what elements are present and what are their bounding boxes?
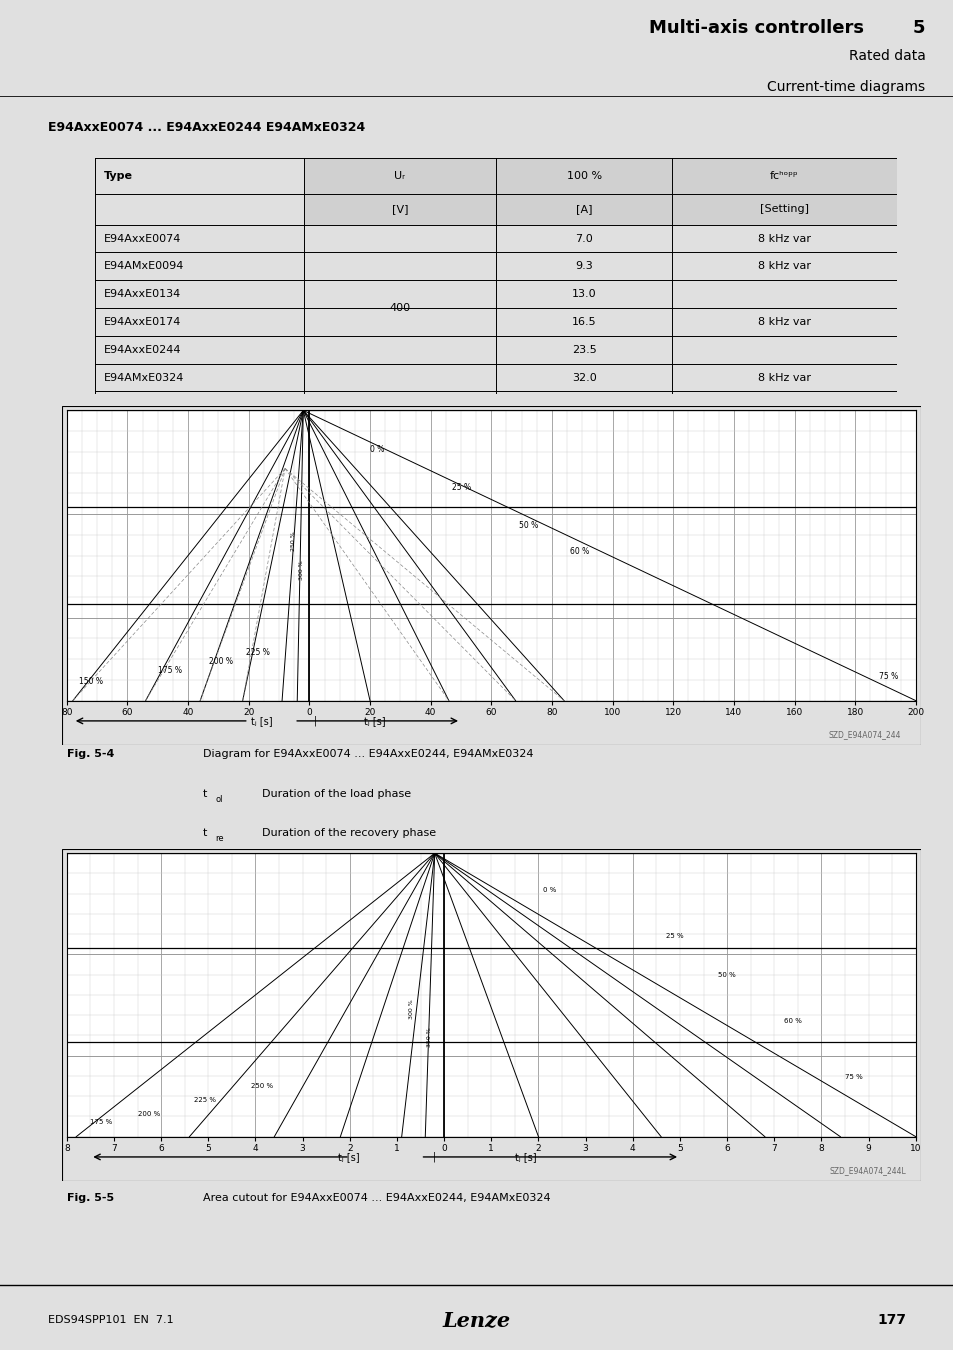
Text: 8 kHz var: 8 kHz var bbox=[758, 373, 810, 382]
Text: 300 %: 300 % bbox=[298, 560, 303, 580]
Text: E94AxxE0134: E94AxxE0134 bbox=[103, 289, 180, 300]
Text: Current-time diagrams: Current-time diagrams bbox=[766, 80, 924, 93]
Text: 13.0: 13.0 bbox=[571, 289, 596, 300]
Text: t: t bbox=[202, 788, 207, 799]
Text: 5: 5 bbox=[912, 19, 924, 38]
Text: Fig. 5-4: Fig. 5-4 bbox=[67, 749, 114, 759]
Text: 75 %: 75 % bbox=[879, 672, 898, 680]
Text: 8 kHz var: 8 kHz var bbox=[758, 317, 810, 327]
Text: EDS94SPP101  EN  7.1: EDS94SPP101 EN 7.1 bbox=[48, 1315, 173, 1326]
Text: Diagram for E94AxxE0074 ... E94AxxE0244, E94AMxE0324: Diagram for E94AxxE0074 ... E94AxxE0244,… bbox=[202, 749, 533, 759]
Text: Rated data: Rated data bbox=[847, 49, 924, 62]
Bar bbox=[303, 194, 896, 224]
Text: 350 %: 350 % bbox=[427, 1027, 432, 1048]
Text: 175 %: 175 % bbox=[91, 1119, 112, 1126]
Text: 100 %: 100 % bbox=[566, 171, 601, 181]
Text: 50 %: 50 % bbox=[518, 521, 537, 529]
Text: Duration of the load phase: Duration of the load phase bbox=[262, 788, 411, 799]
Text: 175 %: 175 % bbox=[157, 666, 182, 675]
Text: E94AMxE0094: E94AMxE0094 bbox=[103, 262, 184, 271]
Text: 60 %: 60 % bbox=[570, 547, 589, 556]
Text: 177: 177 bbox=[877, 1314, 905, 1327]
Text: E94AxxE0074 ... E94AxxE0244 E94AMxE0324: E94AxxE0074 ... E94AxxE0244 E94AMxE0324 bbox=[48, 122, 365, 134]
Text: [A]: [A] bbox=[576, 204, 592, 215]
Text: 225 %: 225 % bbox=[193, 1096, 216, 1103]
Text: 250 %: 250 % bbox=[251, 1083, 273, 1088]
Text: [Setting]: [Setting] bbox=[760, 204, 808, 215]
Text: 9.3: 9.3 bbox=[575, 262, 593, 271]
Text: 8 kHz var: 8 kHz var bbox=[758, 234, 810, 243]
Text: Fig. 5-5: Fig. 5-5 bbox=[67, 1193, 113, 1203]
Text: Uᵣ: Uᵣ bbox=[394, 171, 405, 181]
Text: Type: Type bbox=[103, 171, 132, 181]
Text: Lenze: Lenze bbox=[442, 1311, 511, 1330]
Text: 50 %: 50 % bbox=[717, 972, 735, 979]
Text: ol: ol bbox=[215, 795, 223, 803]
Text: [V]: [V] bbox=[392, 204, 408, 215]
Text: 32.0: 32.0 bbox=[571, 373, 596, 382]
Text: 16.5: 16.5 bbox=[571, 317, 596, 327]
Bar bbox=[303, 158, 896, 194]
Text: 25 %: 25 % bbox=[452, 483, 471, 491]
Text: E94AxxE0074: E94AxxE0074 bbox=[103, 234, 181, 243]
Text: |: | bbox=[433, 1152, 436, 1162]
Text: SZD_E94A074_244: SZD_E94A074_244 bbox=[827, 730, 900, 740]
Text: Multi-axis controllers: Multi-axis controllers bbox=[648, 19, 862, 38]
Text: 225 %: 225 % bbox=[246, 648, 270, 657]
Text: 300 %: 300 % bbox=[408, 999, 414, 1019]
Text: 250 %: 250 % bbox=[291, 531, 295, 551]
Text: E94AxxE0174: E94AxxE0174 bbox=[103, 317, 181, 327]
Text: E94AxxE0244: E94AxxE0244 bbox=[103, 344, 181, 355]
Text: SZD_E94A074_244L: SZD_E94A074_244L bbox=[829, 1166, 905, 1174]
Text: tⱼ [s]: tⱼ [s] bbox=[251, 716, 273, 726]
Text: 200 %: 200 % bbox=[209, 657, 233, 666]
Text: 60 %: 60 % bbox=[783, 1018, 801, 1023]
Text: 400: 400 bbox=[389, 302, 410, 313]
Text: tⱼ [s]: tⱼ [s] bbox=[364, 716, 385, 726]
Text: 200 %: 200 % bbox=[137, 1111, 159, 1116]
Text: t: t bbox=[202, 829, 207, 838]
Text: 75 %: 75 % bbox=[844, 1075, 862, 1080]
Text: 0 %: 0 % bbox=[542, 887, 556, 894]
Text: fᴄʰᵒᵖᵖ: fᴄʰᵒᵖᵖ bbox=[769, 171, 798, 181]
Text: 25 %: 25 % bbox=[665, 933, 682, 938]
Text: tⱼ [s]: tⱼ [s] bbox=[515, 1152, 536, 1162]
Text: 150 %: 150 % bbox=[79, 678, 103, 686]
Text: 8 kHz var: 8 kHz var bbox=[758, 262, 810, 271]
Text: 23.5: 23.5 bbox=[571, 344, 596, 355]
Text: 0 %: 0 % bbox=[370, 446, 384, 454]
Text: re: re bbox=[215, 834, 224, 844]
Text: 7.0: 7.0 bbox=[575, 234, 593, 243]
Text: |: | bbox=[314, 716, 316, 726]
Text: tⱼ [s]: tⱼ [s] bbox=[337, 1152, 359, 1162]
Text: Duration of the recovery phase: Duration of the recovery phase bbox=[262, 829, 436, 838]
Text: Area cutout for E94AxxE0074 ... E94AxxE0244, E94AMxE0324: Area cutout for E94AxxE0074 ... E94AxxE0… bbox=[202, 1193, 550, 1203]
Text: E94AMxE0324: E94AMxE0324 bbox=[103, 373, 184, 382]
